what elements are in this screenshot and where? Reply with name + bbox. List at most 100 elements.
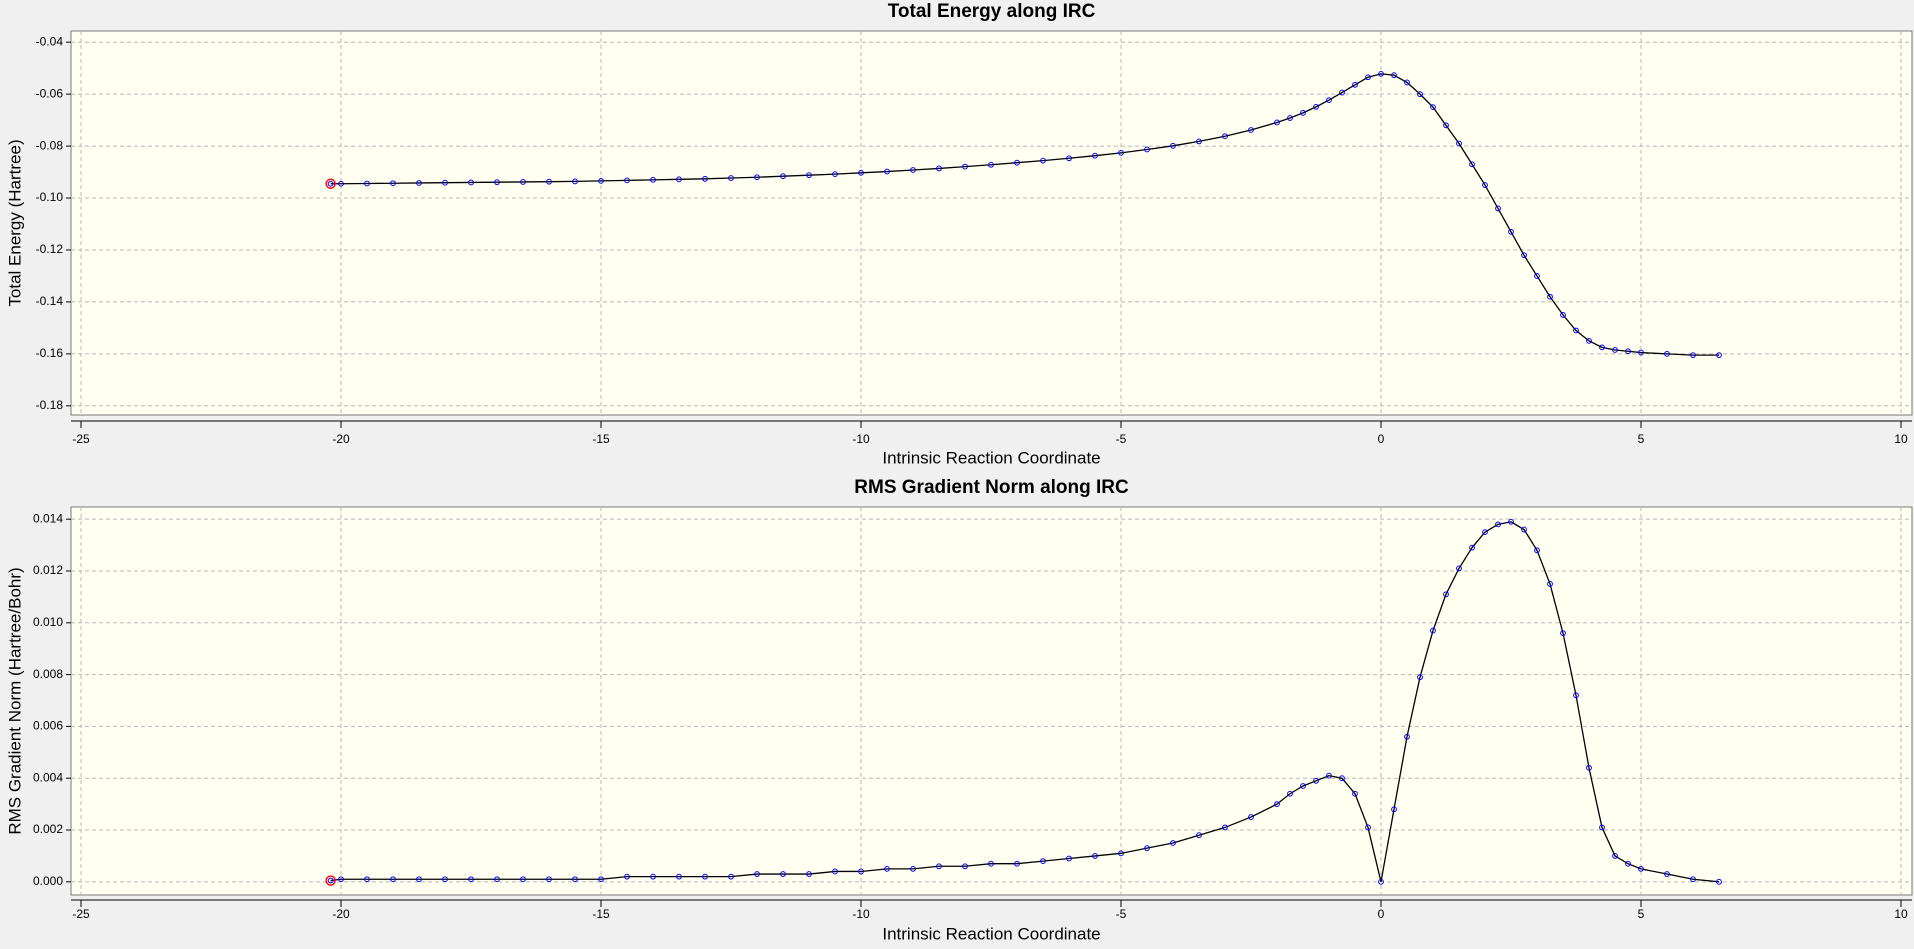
data-point [546,178,552,185]
data-point [1469,161,1475,168]
plot-area [70,506,1913,896]
data-point [1560,312,1566,318]
data-point [1417,674,1423,681]
data-point [936,165,942,172]
data-point [1521,252,1527,259]
data-point [1625,348,1631,355]
x-tick-label: 10 [1894,907,1908,921]
data-point [962,863,968,870]
data-point [1313,777,1319,784]
data-point [1300,783,1306,789]
y-tick-label: -0.10 [36,190,64,204]
y-tick-label: -0.08 [36,138,64,152]
x-tick-label: -25 [72,907,90,921]
x-tick-label: -5 [1116,432,1127,446]
data-point [390,180,396,187]
y-tick-label: -0.16 [36,346,64,360]
data-point [1534,273,1540,279]
data-point [1690,876,1696,883]
x-axis-label: Intrinsic Reaction Coordinate [882,448,1100,467]
data-point [1547,581,1553,587]
plot-area [70,30,1913,416]
data-point [1313,103,1319,110]
data-point [1118,149,1124,156]
data-point [884,865,890,872]
data-point [1170,142,1176,149]
x-tick-label: -20 [332,432,350,446]
data-point [650,176,656,183]
data-point [1365,824,1371,831]
y-tick-label: 0.006 [33,719,63,733]
data-point [1040,858,1046,864]
data-point [728,175,734,181]
data-point [1495,521,1501,528]
data-point [1430,104,1436,111]
data-point [1378,878,1384,885]
x-tick-label: 0 [1378,432,1385,446]
data-point [1014,860,1020,867]
data-point [1625,860,1631,867]
data-point [1508,228,1514,235]
y-tick-label: 0.010 [33,615,63,629]
data-point [468,876,474,883]
data-point [1365,74,1371,81]
data-point [1638,349,1644,356]
data-point [858,868,864,875]
data-point [1586,337,1592,344]
data-point [1352,81,1358,88]
data-point [1521,526,1527,533]
x-tick-label: 5 [1638,432,1645,446]
data-point [1144,845,1150,852]
data-point [416,876,422,883]
data-point [1404,79,1410,86]
data-point [1222,824,1228,831]
data-point [1573,692,1579,699]
data-point [1352,790,1358,797]
data-point [754,871,760,877]
data-point [936,863,942,870]
data-point [1066,155,1072,162]
data-point [1638,865,1644,872]
data-point [806,172,812,179]
data-point [1391,72,1397,79]
y-axis-label: RMS Gradient Norm (Hartree/Bohr) [5,567,24,834]
data-point [1443,591,1449,598]
data-point [1196,138,1202,145]
data-point [1339,775,1345,782]
x-tick-label: -10 [852,432,870,446]
y-tick-label: 0.008 [33,667,63,681]
x-tick-label: -5 [1116,907,1127,921]
data-point [1287,790,1293,797]
data-point [1248,814,1254,820]
data-point [1066,855,1072,862]
data-point [598,876,604,883]
data-point [520,179,526,185]
data-point [1612,347,1618,353]
data-point [390,876,396,883]
data-point [327,877,334,884]
data-point [1196,832,1202,839]
data-point [1612,853,1618,859]
data-point [1547,293,1553,300]
data-point [1248,127,1254,133]
data-point [416,180,422,186]
data-point [1326,97,1332,104]
data-point [1716,352,1722,359]
data-point [1469,544,1475,551]
x-tick-label: 5 [1638,907,1645,921]
data-point [1664,350,1670,357]
data-point [468,179,474,186]
data-point [832,171,838,178]
data-point [1287,115,1293,121]
chart-title: Total Energy along IRC [888,1,1096,22]
data-point [1222,133,1228,140]
data-point [1430,627,1436,634]
data-point [1300,109,1306,116]
data-point [1092,152,1098,159]
data-point [650,873,656,880]
data-point [494,876,500,883]
data-point [676,873,682,880]
x-tick-label: -10 [852,907,870,921]
data-point [780,871,786,877]
